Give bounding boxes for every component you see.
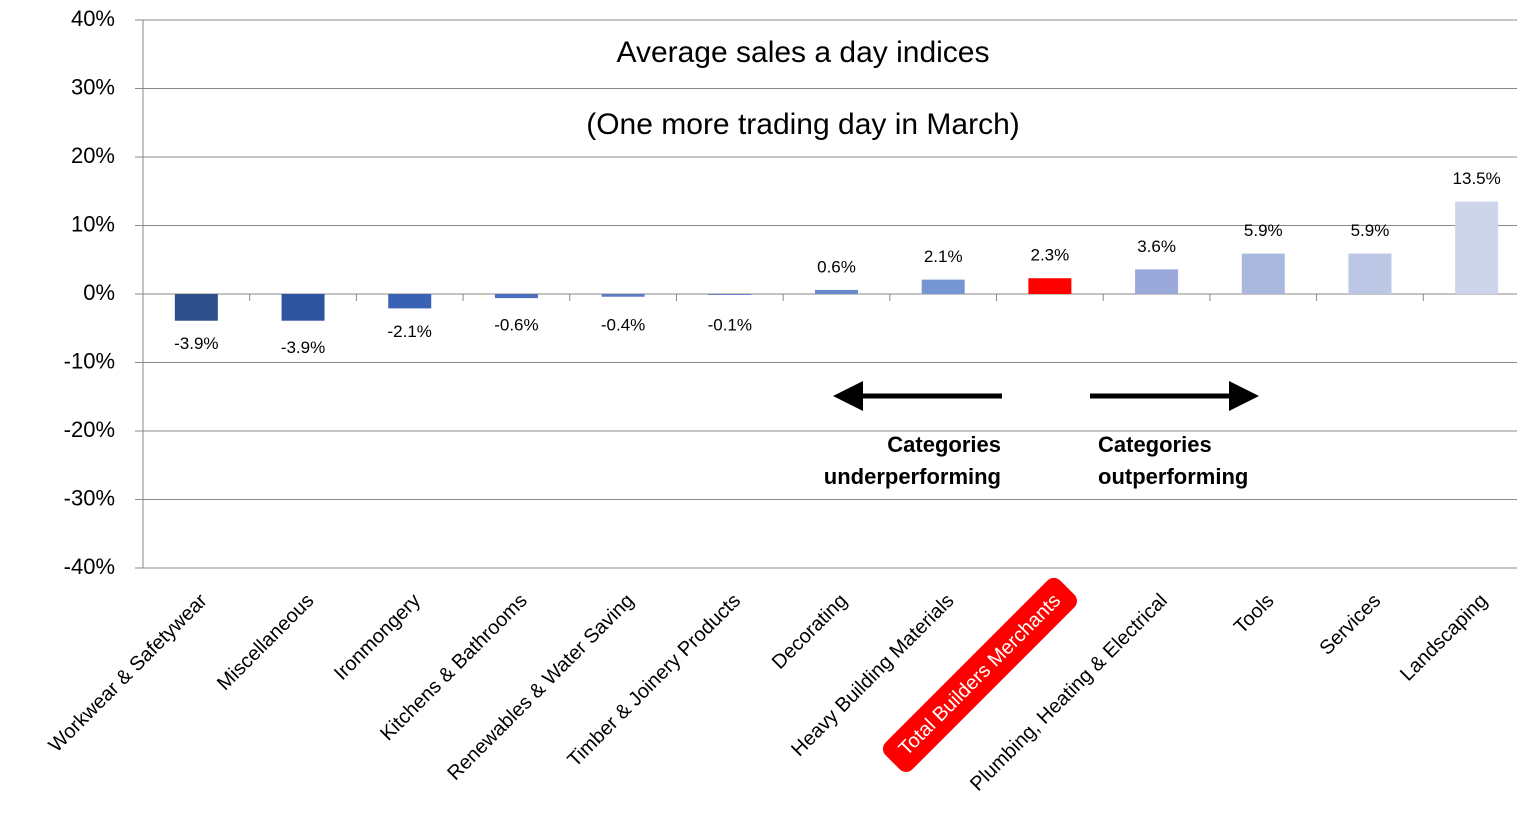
label-bg [271, 336, 336, 361]
x-label-group: Ironmongery [330, 590, 425, 685]
y-tick-label: 40% [71, 6, 115, 31]
value-label: 3.6% [1137, 237, 1176, 256]
label-bg [591, 314, 656, 338]
value-label: 5.9% [1244, 221, 1283, 240]
x-tick-label: Ironmongery [330, 590, 425, 685]
x-tick-label: Workwear & Safetywear [45, 589, 212, 756]
x-label-group: Landscaping [1396, 590, 1492, 686]
x-tick-label: Miscellaneous [213, 590, 318, 695]
chart-subtitle: (One more trading day in March) [586, 108, 1020, 141]
bar [388, 294, 432, 309]
bar [1135, 269, 1179, 294]
x-tick-label: Plumbing, Heating & Electrical [966, 590, 1172, 796]
annotation: Categories [887, 432, 1001, 457]
x-tick-label: Landscaping [1396, 590, 1492, 686]
x-label-group: Timber & Joinery Products [563, 590, 745, 772]
x-label-group: Renewables & Water Saving [443, 590, 638, 785]
x-label-group: Services [1315, 590, 1385, 660]
bar [1455, 201, 1499, 294]
x-label-group: Plumbing, Heating & Electrical [966, 590, 1172, 796]
x-tick-label: Tools [1230, 590, 1279, 639]
x-label-group: Total Builders Merchants [882, 577, 1077, 772]
annotation: outperforming [1098, 464, 1248, 489]
value-label: 2.3% [1031, 246, 1070, 265]
label-bg [697, 314, 762, 338]
label-bg [377, 320, 442, 345]
label-bg [484, 314, 549, 338]
label-bg [164, 332, 229, 357]
highlight-box [882, 577, 1077, 772]
value-label: 0.6% [817, 257, 856, 276]
value-label: -0.6% [494, 315, 538, 334]
value-label: -0.4% [601, 315, 645, 334]
x-tick-label: Decorating [768, 590, 852, 674]
bar [921, 279, 965, 294]
bar [1028, 278, 1072, 294]
y-tick-label: -40% [64, 554, 115, 579]
y-tick-label: 20% [71, 143, 115, 168]
grid [135, 19, 1517, 569]
value-label: 2.1% [924, 247, 963, 266]
value-label: -3.9% [174, 334, 218, 353]
bar [1348, 253, 1392, 294]
bar [1241, 253, 1285, 294]
x-label-group: Workwear & Safetywear [45, 589, 212, 756]
value-label: 13.5% [1453, 169, 1501, 188]
value-label: -0.1% [708, 315, 752, 334]
bar [174, 294, 218, 321]
y-tick-label: -30% [64, 485, 115, 510]
x-label-group: Miscellaneous [213, 590, 318, 695]
bar [708, 294, 752, 295]
x-tick-label: Timber & Joinery Products [563, 590, 745, 772]
y-tick-label: 0% [83, 280, 115, 305]
annotation: underperforming [824, 464, 1001, 489]
y-tick-label: 30% [71, 74, 115, 99]
y-tick-label: -20% [64, 417, 115, 442]
bar [601, 294, 645, 297]
annotation: Categories [1098, 432, 1212, 457]
x-label-group: Decorating [768, 590, 852, 674]
y-tick-label: -10% [64, 348, 115, 373]
bar [815, 289, 858, 294]
chart-title: Average sales a day indices [616, 36, 989, 69]
value-label: -3.9% [281, 338, 325, 357]
x-tick-label: Renewables & Water Saving [443, 590, 638, 785]
y-tick-label: 10% [71, 211, 115, 236]
bar [494, 294, 538, 299]
bar [281, 294, 325, 321]
value-label: -2.1% [388, 322, 432, 341]
value-label: 5.9% [1351, 221, 1390, 240]
x-tick-label: Services [1315, 590, 1385, 660]
x-label-group: Tools [1230, 590, 1279, 639]
